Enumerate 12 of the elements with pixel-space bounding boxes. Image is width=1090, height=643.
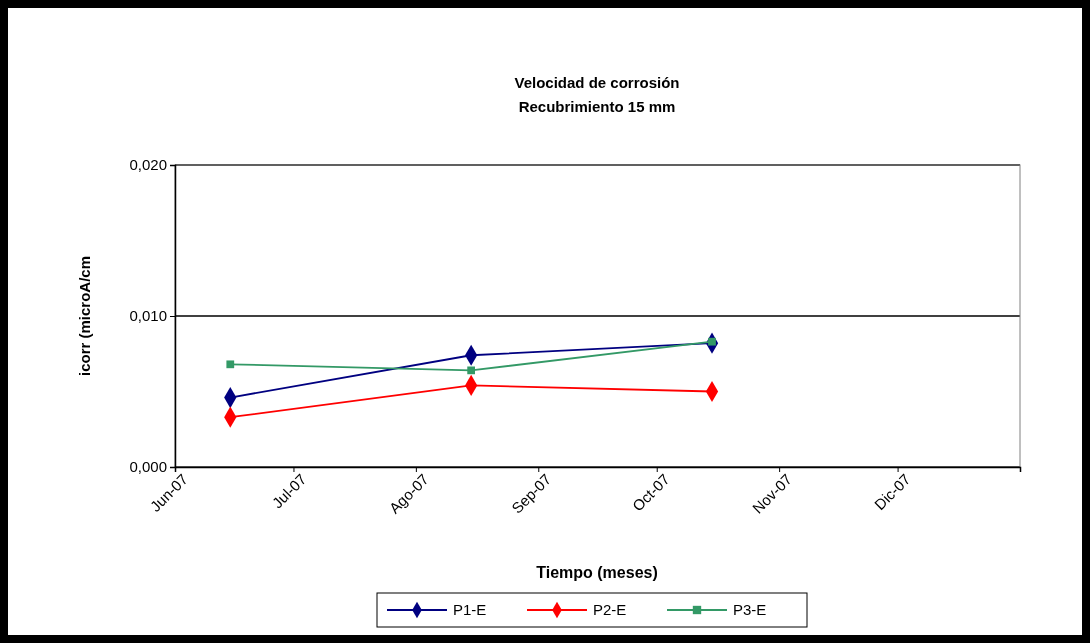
y-tick-label: 0,020 [129, 156, 167, 174]
y-tick-label: 0,000 [129, 458, 167, 476]
chart-title: Velocidad de corrosión [514, 74, 680, 91]
legend-label: P1-E [453, 601, 487, 618]
y-tick-label: 0,010 [129, 307, 167, 325]
y-axis-title: icorr (microA/cm [76, 255, 93, 377]
chart-subtitle: Recubrimiento 15 mm [518, 98, 676, 115]
point [226, 360, 235, 369]
point [467, 366, 476, 375]
legend-label: P2-E [593, 601, 627, 618]
x-axis-title: Tiempo (meses) [536, 564, 658, 581]
legend-label: P3-E [733, 601, 767, 618]
